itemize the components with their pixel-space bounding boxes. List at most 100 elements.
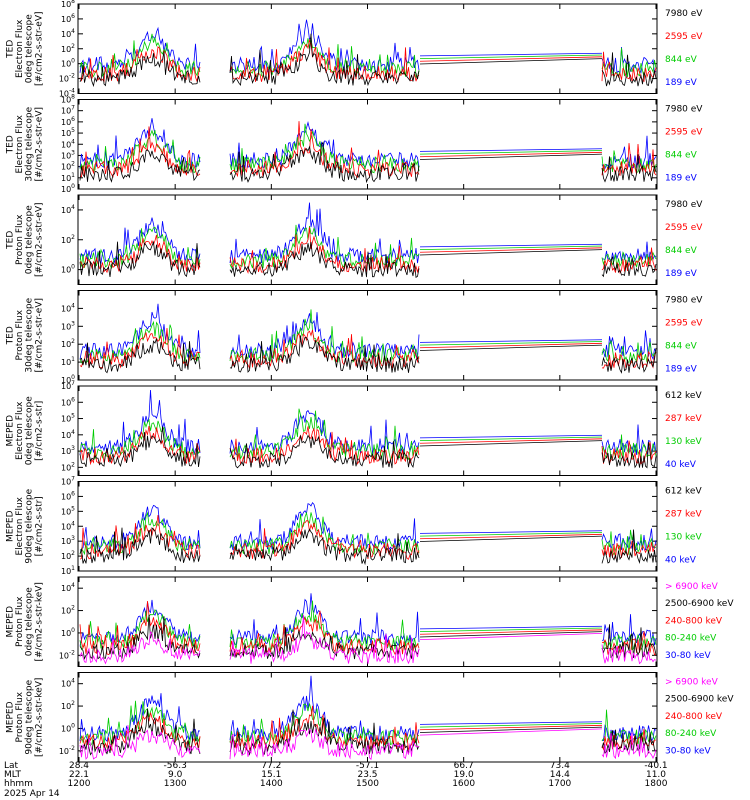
gap-connector <box>419 627 603 632</box>
y-axis-label-line: Electron Flux <box>15 401 25 460</box>
y-tick-label: 106 <box>61 116 75 127</box>
footer-value: 28.4 <box>69 761 89 771</box>
footer-row-label: Lat <box>4 761 19 771</box>
y-tick-label: 104 <box>61 28 75 39</box>
legend-entry: 40 keV <box>665 460 697 470</box>
legend-entry: 30-80 keV <box>665 746 711 756</box>
y-axis-label-line: [#/cm2-s-str] <box>34 401 44 461</box>
gap-connector <box>419 52 603 57</box>
legend-entry: 287 keV <box>665 510 702 520</box>
legend-entry: 612 keV <box>665 487 702 497</box>
y-axis-label-line: 0deg telescope <box>25 396 35 466</box>
y-tick-label: 106 <box>61 396 75 407</box>
y-tick-label: 104 <box>61 138 75 149</box>
date-label: 2025 Apr 14 <box>4 789 60 799</box>
gap-connector <box>419 54 603 59</box>
legend-entry: 612 keV <box>665 391 702 401</box>
footer-value: 11.0 <box>646 770 666 780</box>
y-axis-label-line: [#/cm2-s-str-eV] <box>34 11 44 86</box>
y-axis-label-line: MEPED <box>6 510 16 542</box>
panel-7: MEPEDProton Flux0deg telescope[#/cm2-s-s… <box>6 576 734 667</box>
legend-entry: 189 eV <box>665 174 698 184</box>
legend-entry: 7980 eV <box>665 200 703 210</box>
gap-connector <box>419 342 603 349</box>
series-trace <box>79 675 657 743</box>
y-tick-label: 108 <box>61 0 75 9</box>
y-axis-label-line: [#/cm2-s-str-keV] <box>34 582 44 661</box>
footer-value: 1500 <box>356 779 379 789</box>
panel-1: TEDElectron Flux0deg telescope[#/cm2-s-s… <box>6 0 704 99</box>
y-axis-label-line: Proton Flux <box>15 214 25 265</box>
y-axis-label-line: Proton Flux <box>15 691 25 742</box>
y-axis-label-line: [#/cm2-s-str-eV] <box>34 202 44 277</box>
y-tick-label: 103 <box>61 320 75 331</box>
y-tick-label: 103 <box>61 535 75 546</box>
series-trace <box>79 600 657 651</box>
gap-connector <box>419 440 603 447</box>
y-tick-label: 103 <box>61 149 75 160</box>
legend-entry: 30-80 keV <box>665 651 711 661</box>
y-axis-label: MEPEDElectron Flux90deg telescope[#/cm2-… <box>6 488 45 563</box>
legend-entry: 80-240 keV <box>665 634 717 644</box>
y-tick-label: 10-2 <box>59 745 75 756</box>
legend-entry: 240-800 keV <box>665 616 723 626</box>
y-axis-label-line: TED <box>6 326 16 345</box>
y-axis-label: MEPEDProton Flux0deg telescope[#/cm2-s-s… <box>6 582 45 661</box>
legend-entry: 2595 eV <box>665 32 703 42</box>
series-trace <box>79 408 657 461</box>
y-axis-label-line: 0deg telescope <box>25 14 35 84</box>
footer-value: 66.7 <box>454 761 474 771</box>
gap-connector <box>419 339 603 343</box>
y-axis-label-line: 0deg telescope <box>25 587 35 657</box>
y-axis-label: TEDElectron Flux30deg telescope[#/cm2-s-… <box>6 106 45 181</box>
footer-value: 77.2 <box>261 761 281 771</box>
footer-value: 19.0 <box>454 770 474 780</box>
y-tick-label: 104 <box>61 520 75 531</box>
legend-entry: 130 keV <box>665 437 702 447</box>
y-tick-label: 104 <box>61 204 75 215</box>
y-tick-label: 102 <box>61 550 75 561</box>
y-axis-label-line: 30deg telescope <box>25 106 35 181</box>
y-axis-label: MEPEDProton Flux90deg telescope[#/cm2-s-… <box>6 678 45 757</box>
y-axis-label-line: 0deg telescope <box>25 205 35 275</box>
y-axis-label-line: [#/cm2-s-str-keV] <box>34 678 44 757</box>
y-axis-label: MEPEDElectron Flux0deg telescope[#/cm2-s… <box>6 396 45 466</box>
y-tick-label: 102 <box>61 338 75 349</box>
legend-entry: 7980 eV <box>665 9 703 19</box>
y-axis-label: TEDElectron Flux0deg telescope[#/cm2-s-s… <box>6 11 45 86</box>
y-tick-label: 107 <box>61 476 75 487</box>
y-tick-label: 106 <box>61 13 75 24</box>
panel-6: MEPEDElectron Flux90deg telescope[#/cm2-… <box>6 476 703 577</box>
gap-connector <box>419 148 603 152</box>
y-tick-label: 101 <box>61 172 75 183</box>
legend-entry: 2500-6900 keV <box>665 599 734 609</box>
y-axis-label: TEDProton Flux0deg telescope[#/cm2-s-str… <box>6 202 45 277</box>
panel-4: TEDProton Flux30deg telescope[#/cm2-s-st… <box>6 290 703 385</box>
gap-connector <box>419 58 603 65</box>
y-axis-label-line: [#/cm2-s-str] <box>34 496 44 556</box>
y-axis-label-line: [#/cm2-s-str-eV] <box>34 298 44 373</box>
gap-connector <box>419 532 603 537</box>
footer-value: 1400 <box>260 779 283 789</box>
footer-value: -56.3 <box>164 761 187 771</box>
y-axis-label-line: Proton Flux <box>15 596 25 647</box>
footer-row-label: hhmm <box>4 779 33 789</box>
plot-frame <box>77 385 658 476</box>
y-tick-label: 105 <box>61 505 75 516</box>
footer-value: 1300 <box>164 779 187 789</box>
y-axis-label-line: TED <box>6 231 16 250</box>
y-tick-label: 102 <box>61 461 75 472</box>
legend-entry: 2595 eV <box>665 319 703 329</box>
gap-connector <box>419 434 603 439</box>
y-tick-label: 100 <box>61 722 75 733</box>
y-axis-label-line: 30deg telescope <box>25 297 35 372</box>
gap-connector <box>419 728 603 736</box>
y-tick-label: 104 <box>61 429 75 440</box>
y-tick-label: 10-2 <box>59 649 75 660</box>
series-trace <box>79 240 657 278</box>
plot-frame <box>77 99 658 190</box>
gap-connector <box>419 151 603 158</box>
series-trace <box>79 614 657 665</box>
legend-entry: 189 eV <box>665 78 698 88</box>
